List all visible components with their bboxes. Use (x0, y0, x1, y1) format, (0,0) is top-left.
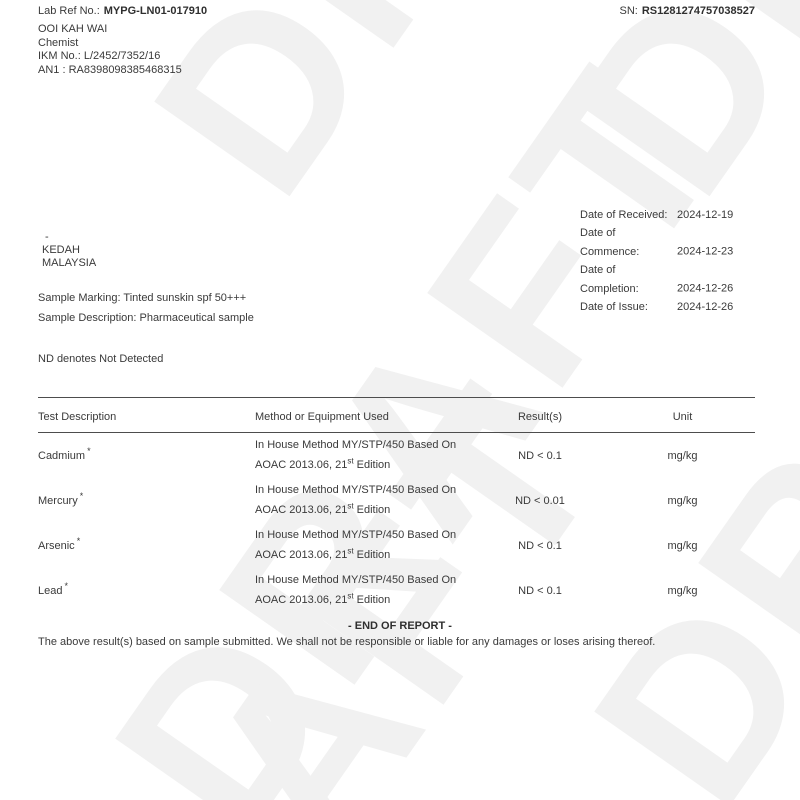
results-table: Test Description Method or Equipment Use… (38, 397, 755, 613)
date-completion-value: 2024-12-26 (677, 282, 734, 295)
col-header-unit: Unit (672, 411, 693, 423)
disclaimer-text: The above result(s) based on sample subm… (38, 636, 656, 648)
method-superscript: st (347, 545, 354, 555)
contact-an1: AN1 : RA8398098385468315 (38, 63, 182, 76)
method-line-1: In House Method MY/STP/450 Based On (255, 439, 457, 451)
table-row: Cadmium * In House Method MY/STP/450 Base… (38, 433, 755, 478)
footnote-asterisk: * (64, 580, 68, 591)
nd-note: ND denotes Not Detected (38, 353, 164, 365)
date-received-label: Date of Received: (580, 209, 668, 221)
lab-ref-value: MYPG-LN01-017910 (103, 5, 208, 17)
test-name: Arsenic * (38, 536, 255, 552)
address-block: - KEDAH MALAYSIA (42, 231, 96, 270)
method-line-1: In House Method MY/STP/450 Based On (255, 574, 457, 586)
col-header-results: Result(s) (517, 411, 562, 423)
unit-value: mg/kg (667, 584, 698, 597)
test-name-text: Lead (38, 584, 63, 597)
unit-value: mg/kg (667, 449, 698, 462)
test-name: Mercury * (38, 491, 255, 507)
contact-block: OOI KAH WAI Chemist IKM No.: L/2452/7352… (38, 23, 182, 77)
sample-marking: Sample Marking: Tinted sunskin spf 50+++ (38, 292, 247, 304)
date-completion-label: Date of Completion: (580, 264, 639, 295)
date-received-value: 2024-12-19 (677, 209, 734, 221)
table-row: Arsenic * In House Method MY/STP/450 Base… (38, 523, 755, 568)
sample-block: Sample Marking: Tinted sunskin spf 50+++… (38, 289, 254, 328)
method-superscript: st (347, 590, 354, 600)
method-cell: In House Method MY/STP/450 Based On AOAC… (255, 478, 470, 523)
date-issue-row: Date of Issue: 2024-12-26 (580, 298, 733, 316)
col-header-method: Method or Equipment Used (255, 411, 389, 423)
method-line-2: AOAC 2013.06, 21st Edition (255, 501, 470, 521)
method-line-2-pre: AOAC 2013.06, 21 (255, 503, 348, 516)
col-header-test-description: Test Description (38, 411, 117, 423)
method-line-2-post: Edition (353, 503, 391, 516)
method-line-1: In House Method MY/STP/450 Based On (255, 484, 457, 496)
method-line-1: In House Method MY/STP/450 Based On (255, 529, 457, 541)
result-value: ND < 0.1 (518, 584, 562, 597)
footnote-asterisk: * (76, 535, 81, 546)
contact-ikm-no: IKM No.: L/2452/7352/16 (38, 50, 161, 62)
method-cell: In House Method MY/STP/450 Based On AOAC… (255, 433, 470, 478)
date-issue-value: 2024-12-26 (677, 301, 734, 314)
sn-value: RS1281274757038527 (641, 5, 755, 17)
end-of-report: - END OF REPORT - (348, 620, 452, 632)
table-row: Lead * In House Method MY/STP/450 Based O… (38, 568, 755, 613)
date-commence-row: Date of Commence: 2024-12-23 (580, 224, 733, 261)
method-line-2: AOAC 2013.06, 21st Edition (255, 546, 470, 566)
date-commence-label: Date of Commence: (580, 227, 640, 258)
method-cell: In House Method MY/STP/450 Based On AOAC… (255, 568, 470, 613)
footnote-asterisk: * (79, 490, 84, 501)
table-row: Mercury * In House Method MY/STP/450 Base… (38, 478, 755, 523)
serial-number-line: SN: RS1281274757038527 (619, 5, 755, 17)
test-name-text: Mercury (38, 494, 78, 507)
test-name: Lead * (38, 581, 255, 597)
method-line-2-post: Edition (353, 593, 391, 606)
method-line-2-pre: AOAC 2013.06, 21 (255, 548, 348, 561)
sample-description: Sample Description: Pharmaceutical sampl… (38, 311, 254, 324)
method-line-2-pre: AOAC 2013.06, 21 (255, 593, 348, 606)
lab-ref-line: Lab Ref No.: MYPG-LN01-017910 (38, 5, 207, 17)
method-line-2: AOAC 2013.06, 21st Edition (255, 591, 470, 611)
result-value: ND < 0.1 (518, 539, 562, 552)
method-line-2-post: Edition (353, 548, 391, 561)
sn-label: SN: (619, 5, 638, 17)
method-cell: In House Method MY/STP/450 Based On AOAC… (255, 523, 470, 568)
test-name-text: Arsenic (38, 539, 75, 552)
result-value: ND < 0.1 (518, 449, 562, 462)
date-received-row: Date of Received: 2024-12-19 (580, 206, 733, 224)
test-name: Cadmium * (38, 446, 255, 462)
date-completion-row: Date of Completion: 2024-12-26 (580, 261, 733, 298)
test-name-text: Cadmium (38, 449, 86, 462)
method-superscript: st (347, 500, 354, 510)
method-superscript: st (347, 455, 354, 465)
contact-title: Chemist (38, 36, 79, 49)
method-line-2-post: Edition (353, 458, 391, 471)
unit-value: mg/kg (667, 539, 698, 552)
date-commence-value: 2024-12-23 (677, 245, 734, 258)
results-table-header: Test Description Method or Equipment Use… (38, 398, 755, 433)
method-line-2-pre: AOAC 2013.06, 21 (255, 458, 348, 471)
lab-ref-label: Lab Ref No.: (38, 5, 100, 17)
address-line-3: MALAYSIA (42, 257, 97, 269)
address-line-2: KEDAH (42, 244, 80, 256)
footnote-asterisk: * (87, 445, 91, 456)
method-line-2: AOAC 2013.06, 21st Edition (255, 456, 470, 476)
result-value: ND < 0.01 (515, 494, 565, 507)
dates-block: Date of Received: 2024-12-19 Date of Comm… (580, 206, 733, 316)
address-line-1: - (45, 231, 49, 243)
contact-name: OOI KAH WAI (38, 23, 108, 35)
date-issue-label: Date of Issue: (580, 301, 648, 314)
unit-value: mg/kg (667, 494, 698, 507)
